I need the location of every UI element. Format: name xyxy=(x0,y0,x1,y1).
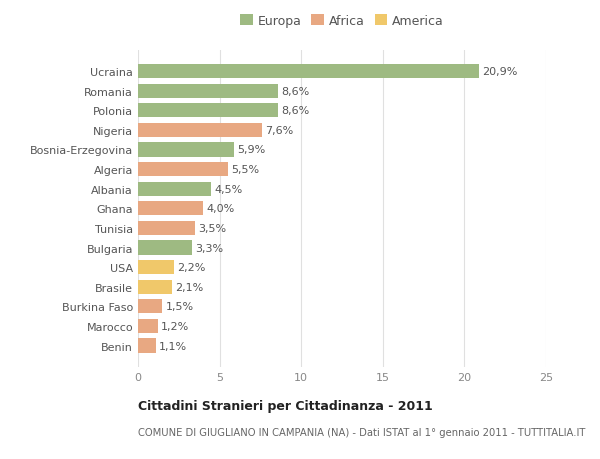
Text: 1,5%: 1,5% xyxy=(166,302,194,312)
Bar xyxy=(138,202,203,216)
Text: 20,9%: 20,9% xyxy=(482,67,517,77)
Bar xyxy=(138,123,262,138)
Bar xyxy=(138,221,195,235)
Text: 5,9%: 5,9% xyxy=(237,145,265,155)
Bar xyxy=(138,319,158,333)
Bar xyxy=(138,339,156,353)
Bar xyxy=(138,241,192,255)
Bar xyxy=(138,104,278,118)
Text: 1,2%: 1,2% xyxy=(161,321,189,331)
Text: 8,6%: 8,6% xyxy=(281,86,310,96)
Text: 8,6%: 8,6% xyxy=(281,106,310,116)
Text: 5,5%: 5,5% xyxy=(230,165,259,175)
Text: 2,2%: 2,2% xyxy=(177,263,205,273)
Bar xyxy=(138,143,234,157)
Bar xyxy=(138,162,228,177)
Text: 7,6%: 7,6% xyxy=(265,126,293,135)
Bar xyxy=(138,300,163,313)
Text: 3,5%: 3,5% xyxy=(198,224,226,233)
Bar xyxy=(138,65,479,79)
Text: 2,1%: 2,1% xyxy=(175,282,203,292)
Bar xyxy=(138,182,211,196)
Text: 4,5%: 4,5% xyxy=(214,185,242,194)
Text: Cittadini Stranieri per Cittadinanza - 2011: Cittadini Stranieri per Cittadinanza - 2… xyxy=(138,399,433,412)
Text: COMUNE DI GIUGLIANO IN CAMPANIA (NA) - Dati ISTAT al 1° gennaio 2011 - TUTTITALI: COMUNE DI GIUGLIANO IN CAMPANIA (NA) - D… xyxy=(138,427,586,437)
Legend: Europa, Africa, America: Europa, Africa, America xyxy=(238,12,446,30)
Bar xyxy=(138,260,174,274)
Bar xyxy=(138,280,172,294)
Text: 3,3%: 3,3% xyxy=(195,243,223,253)
Text: 4,0%: 4,0% xyxy=(206,204,235,214)
Text: 1,1%: 1,1% xyxy=(159,341,187,351)
Bar xyxy=(138,84,278,99)
